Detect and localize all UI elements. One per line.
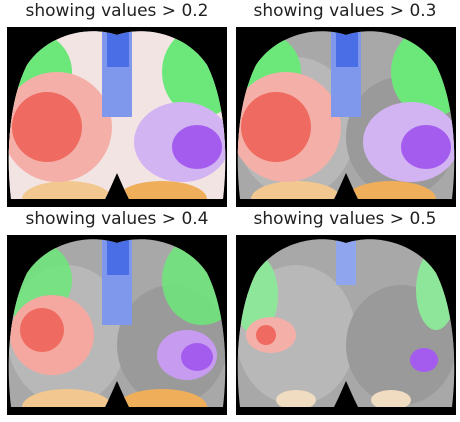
panel-title: showing values > 0.4 [25,209,208,229]
brain-map [221,27,460,217]
brain-map [0,235,242,422]
panel-title: showing values > 0.3 [253,1,436,21]
panel-title: showing values > 0.2 [25,1,208,21]
brain-map [234,235,456,415]
panel-title: showing values > 0.5 [253,209,436,229]
brain-map [0,27,242,217]
